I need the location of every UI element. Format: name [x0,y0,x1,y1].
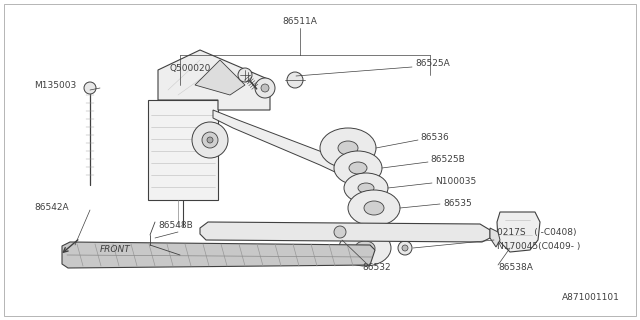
Circle shape [84,82,96,94]
Text: 0217S   ( -C0408): 0217S ( -C0408) [497,228,577,237]
Polygon shape [158,50,270,110]
Text: 86525A: 86525A [415,59,450,68]
Ellipse shape [344,173,388,203]
Circle shape [334,226,346,238]
Text: 86511A: 86511A [283,18,317,27]
Text: N170045(C0409- ): N170045(C0409- ) [497,243,580,252]
Text: 86542A: 86542A [34,204,68,212]
Text: 86535: 86535 [443,198,472,207]
Ellipse shape [334,151,382,185]
Ellipse shape [364,201,384,215]
Polygon shape [490,228,500,247]
Circle shape [398,241,412,255]
Circle shape [207,137,213,143]
Text: A871001101: A871001101 [562,293,620,302]
Polygon shape [195,60,245,95]
Circle shape [192,122,228,158]
Circle shape [238,68,252,82]
Polygon shape [497,212,540,252]
Text: M135003: M135003 [34,81,76,90]
Polygon shape [62,242,375,268]
Text: FRONT: FRONT [100,245,131,254]
Circle shape [287,72,303,88]
Text: 86532: 86532 [362,263,390,273]
Circle shape [261,84,269,92]
Ellipse shape [338,141,358,155]
Polygon shape [148,100,218,200]
Text: N100035: N100035 [435,177,476,186]
Ellipse shape [358,183,374,193]
Ellipse shape [339,230,391,266]
Polygon shape [200,222,490,242]
Ellipse shape [348,190,400,226]
Text: Q500020: Q500020 [170,63,211,73]
Circle shape [402,245,408,251]
Text: 86536: 86536 [420,132,449,141]
Ellipse shape [349,162,367,174]
Circle shape [255,78,275,98]
Text: 86538A: 86538A [498,263,533,273]
Text: 86525B: 86525B [430,156,465,164]
Circle shape [202,132,218,148]
Ellipse shape [320,128,376,168]
Ellipse shape [355,241,375,255]
Polygon shape [213,110,340,172]
Text: 86548B: 86548B [158,220,193,229]
